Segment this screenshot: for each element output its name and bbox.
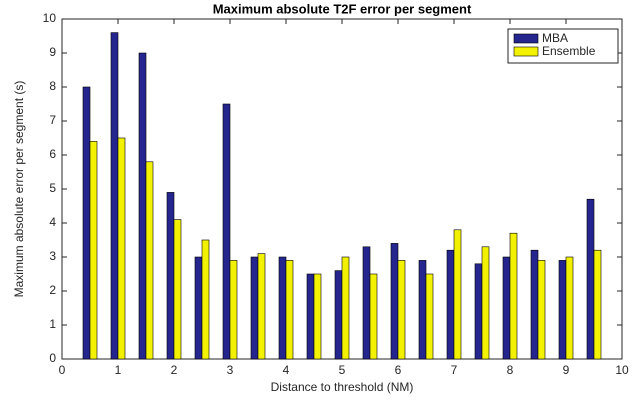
bar xyxy=(334,270,343,360)
bar xyxy=(285,260,294,360)
legend-swatch xyxy=(513,46,539,57)
bar xyxy=(390,243,399,360)
bar xyxy=(565,256,574,360)
bar xyxy=(537,260,546,360)
y-tick-label: 7 xyxy=(49,113,56,127)
x-tick-label: 0 xyxy=(59,363,66,377)
y-tick-label: 5 xyxy=(49,181,56,195)
bar xyxy=(278,256,287,360)
bar xyxy=(194,256,203,360)
bar xyxy=(369,273,378,360)
x-tick-label: 2 xyxy=(171,363,178,377)
x-tick-label: 7 xyxy=(451,363,458,377)
x-tick-label: 3 xyxy=(227,363,234,377)
bar xyxy=(222,103,231,360)
legend-label: Ensemble xyxy=(542,44,596,58)
bar xyxy=(166,192,175,360)
bar xyxy=(117,137,126,360)
x-axis-label: Distance to threshold (NM) xyxy=(271,380,414,394)
y-tick-label: 6 xyxy=(49,147,56,161)
bar xyxy=(474,263,483,360)
y-tick-label: 3 xyxy=(49,249,56,263)
bar xyxy=(425,273,434,360)
bar xyxy=(250,256,259,360)
x-tick-label: 9 xyxy=(563,363,570,377)
legend-label: MBA xyxy=(542,31,568,45)
x-tick-label: 10 xyxy=(615,363,629,377)
bar xyxy=(89,141,98,360)
bar xyxy=(173,219,182,360)
y-tick-label: 4 xyxy=(49,215,56,229)
y-axis-label: Maximum absolute error per segment (s) xyxy=(12,81,26,298)
bar xyxy=(586,198,595,360)
x-tick-label: 4 xyxy=(283,363,290,377)
bar xyxy=(481,246,490,360)
bar xyxy=(558,260,567,360)
y-tick-label: 1 xyxy=(49,317,56,331)
bar xyxy=(110,32,119,360)
bar xyxy=(257,253,266,360)
y-tick-label: 2 xyxy=(49,283,56,297)
bar xyxy=(397,260,406,360)
bar xyxy=(138,52,147,360)
chart-title: Maximum absolute T2F error per segment xyxy=(213,1,472,16)
y-tick-label: 9 xyxy=(49,45,56,59)
x-tick-label: 5 xyxy=(339,363,346,377)
bar xyxy=(446,249,455,360)
x-tick-label: 8 xyxy=(507,363,514,377)
bar xyxy=(82,86,91,360)
y-tick-label: 8 xyxy=(49,79,56,93)
legend-swatch xyxy=(513,33,539,44)
bar xyxy=(229,260,238,360)
bar xyxy=(145,161,154,360)
x-tick-label: 6 xyxy=(395,363,402,377)
bar xyxy=(306,273,315,360)
bar xyxy=(341,256,350,360)
bar xyxy=(593,249,602,360)
bar xyxy=(530,249,539,360)
bar xyxy=(502,256,511,360)
y-tick-label: 0 xyxy=(49,351,56,365)
bar xyxy=(313,273,322,360)
bar xyxy=(453,229,462,360)
bar xyxy=(362,246,371,360)
bar xyxy=(201,239,210,360)
y-tick-label: 10 xyxy=(43,11,57,25)
bar xyxy=(509,232,518,360)
x-tick-label: 1 xyxy=(115,363,122,377)
bar xyxy=(418,260,427,360)
